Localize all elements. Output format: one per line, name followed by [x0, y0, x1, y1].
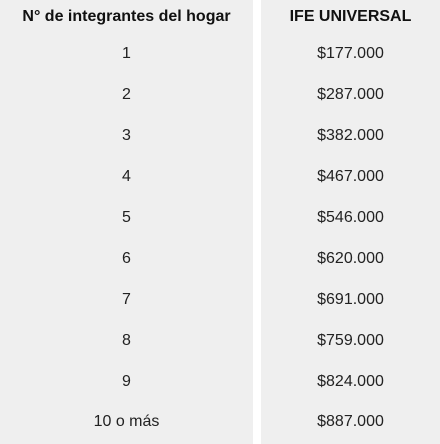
ife-header: IFE UNIVERSAL	[289, 8, 412, 25]
ife-amount-cell: $691.000	[317, 290, 384, 308]
members-cell: 3	[122, 127, 131, 145]
members-cell: 7	[122, 290, 131, 308]
members-column: N° de integrantes del hogar 1 2 3 4 5 6 …	[0, 0, 253, 444]
ife-amount-cell: $824.000	[317, 372, 384, 390]
ife-amount-cell: $177.000	[317, 45, 384, 63]
ife-amount-cell: $759.000	[317, 331, 384, 349]
ife-amount-cell: $620.000	[317, 249, 384, 267]
members-header: N° de integrantes del hogar	[22, 8, 231, 25]
ife-amount-cell: $546.000	[317, 209, 384, 226]
ife-amount-cell: $287.000	[317, 86, 384, 104]
members-cell: 8	[122, 331, 131, 349]
ife-amount-cell: $467.000	[317, 168, 384, 186]
ife-amount-cell: $382.000	[317, 127, 384, 145]
members-cell: 10 o más	[93, 413, 160, 431]
members-cell: 4	[122, 168, 131, 186]
members-cell: 9	[122, 372, 131, 390]
members-cell: 1	[122, 45, 131, 63]
members-cell: 2	[122, 86, 131, 104]
members-cell: 6	[122, 249, 131, 267]
ife-amount-cell: $887.000	[317, 413, 384, 431]
members-cell: 5	[122, 209, 131, 226]
ife-column: IFE UNIVERSAL $177.000 $287.000 $382.000…	[261, 0, 440, 444]
